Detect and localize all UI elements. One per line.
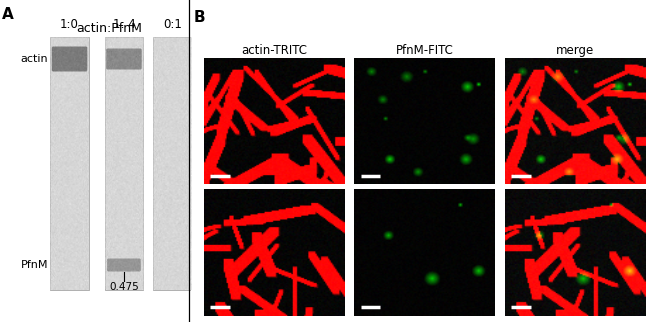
Title: actin-TRITC: actin-TRITC (241, 44, 307, 57)
Title: merge: merge (556, 44, 594, 57)
Text: A: A (2, 7, 14, 22)
Bar (153, 37, 192, 290)
FancyBboxPatch shape (52, 46, 87, 71)
Text: actin:PfnM: actin:PfnM (76, 22, 142, 35)
Text: 0.475: 0.475 (109, 282, 139, 292)
FancyBboxPatch shape (107, 259, 141, 271)
Text: 1:0: 1:0 (60, 18, 79, 31)
Text: 0:1: 0:1 (163, 18, 182, 31)
Bar (51, 37, 88, 290)
FancyBboxPatch shape (106, 49, 142, 70)
Bar (105, 37, 143, 290)
Text: actin: actin (21, 54, 48, 64)
Text: B: B (193, 10, 205, 25)
Text: PfnM: PfnM (21, 260, 48, 270)
Title: PfnM-FITC: PfnM-FITC (396, 44, 454, 57)
Text: 1: 4: 1: 4 (112, 18, 135, 31)
